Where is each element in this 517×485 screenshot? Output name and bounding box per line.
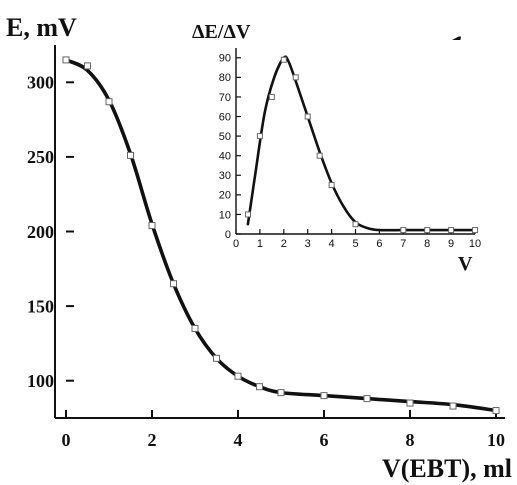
inset-x-tick-label: 8: [424, 238, 430, 250]
main-data-point: [449, 402, 457, 410]
inset-x-tick-label: 10: [469, 238, 481, 250]
inset-y-tick-label: 90: [219, 53, 231, 65]
main-x-tick-label: 0: [62, 430, 71, 450]
main-data-point: [406, 399, 414, 407]
main-x-tick-label: 10: [487, 430, 505, 450]
main-x-tick-label: 2: [148, 430, 157, 450]
main-data-point: [234, 372, 242, 380]
main-x-tick-label: 8: [406, 430, 415, 450]
inset-x-tick-label: 9: [448, 238, 454, 250]
inset-y-tick-label: 30: [219, 170, 231, 182]
inset-x-tick-label: 6: [376, 238, 382, 250]
main-y-tick-label: 150: [27, 296, 54, 316]
main-data-point: [492, 407, 500, 415]
inset-x-tick-label: 1: [257, 238, 263, 250]
main-data-point: [62, 56, 70, 64]
main-y-tick-label: 200: [27, 222, 54, 242]
inset-data-point: [424, 227, 431, 234]
main-y-tick-label: 250: [27, 147, 54, 167]
inset-x-tick-label: 5: [352, 238, 358, 250]
inset-x-tick-label: 0: [233, 238, 239, 250]
main-data-point: [148, 222, 156, 230]
inset-plot: 0 1 2 3 4 5 6 7 8 9 10 0 10 20 30 40 50 60 70 80 90 ΔE/ΔV V: [192, 21, 481, 275]
main-data-point: [170, 280, 177, 288]
main-data-point: [277, 389, 285, 397]
main-y-tick-label: 300: [27, 73, 54, 93]
inset-x-tick-label: 2: [281, 238, 287, 250]
main-data-point: [105, 98, 113, 106]
main-data-point: [320, 392, 328, 400]
inset-data-point: [244, 211, 251, 218]
main-data-point: [127, 151, 134, 159]
main-series-line: [64, 58, 498, 413]
inset-x-axis-label: V: [458, 253, 473, 275]
inset-data-point: [256, 133, 263, 140]
inset-y-tick-label: 0: [225, 229, 231, 241]
inset-y-tick-label: 40: [219, 151, 231, 163]
inset-background: [228, 40, 480, 240]
inset-data-point: [472, 227, 478, 234]
inset-y-tick-label: 10: [219, 209, 231, 221]
inset-data-point: [352, 221, 359, 228]
inset-data-point: [268, 93, 275, 100]
inset-x-tick-label: 3: [305, 238, 311, 250]
main-x-tick-label: 6: [320, 430, 329, 450]
inset-x-tick-label: 4: [329, 238, 335, 250]
inset-y-tick-label: 80: [219, 72, 231, 84]
main-data-point: [213, 354, 220, 362]
main-data-point: [84, 62, 91, 70]
main-x-axis-label: V(EBT), ml: [382, 454, 512, 483]
inset-data-point: [400, 227, 407, 234]
inset-data-point: [292, 74, 299, 81]
inset-y-tick-label: 70: [219, 92, 231, 104]
main-data-point: [363, 395, 371, 403]
main-x-tick-label: 4: [234, 430, 243, 450]
inset-data-point: [316, 152, 323, 159]
inset-y-tick-label: 60: [219, 111, 231, 123]
inset-data-point: [304, 113, 311, 120]
inset-y-axis-label: ΔE/ΔV: [192, 21, 251, 43]
main-data-point: [256, 383, 263, 391]
inset-data-point: [448, 227, 455, 234]
inset-y-tick-label: 50: [219, 131, 231, 143]
main-data-point: [191, 324, 199, 332]
main-y-axis-label: E, mV: [6, 13, 77, 42]
inset-x-tick-label: 7: [400, 238, 406, 250]
main-y-tick-label: 100: [27, 371, 54, 391]
inset-y-tick-label: 20: [219, 190, 231, 202]
inset-data-point: [328, 182, 335, 189]
inset-data-point: [280, 56, 287, 63]
